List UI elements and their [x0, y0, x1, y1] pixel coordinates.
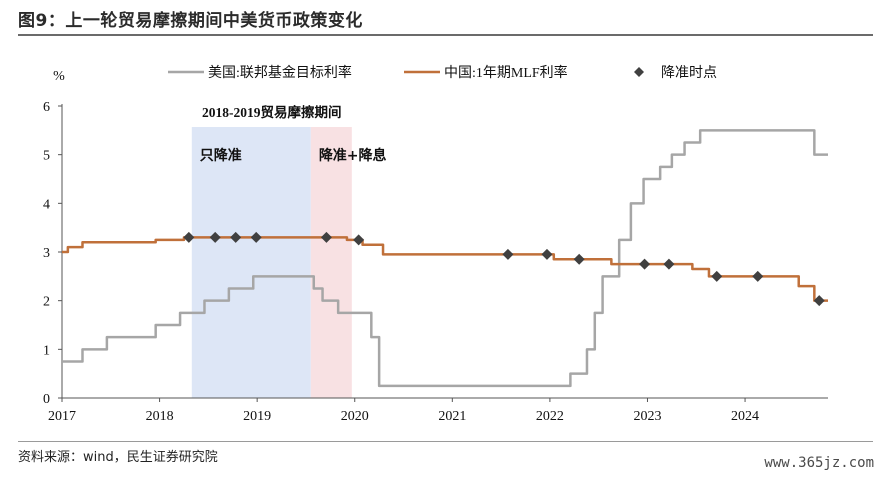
y-tick-label: 6 [43, 100, 50, 115]
legend-marker-rrr [634, 67, 644, 77]
shaded-period-label: 降准+降息 [319, 147, 387, 164]
us-fed-funds-line [62, 129, 828, 388]
chart: 0 1 2 3 4 5 6% 2017 2018 2019 2020 2021 2022 2023 2024… [43, 64, 828, 424]
china-mlf-line [62, 236, 828, 302]
y-tick-label: 0 [43, 392, 50, 407]
period-annotation: 2018-2019贸易摩擦期间 [202, 104, 342, 120]
watermark: www.365jz.com [764, 455, 874, 471]
legend-label: 中国:1年期MLF利率 [444, 64, 568, 81]
source-note: 资料来源：wind，民生证券研究院 [18, 450, 218, 465]
y-tick-label: 3 [43, 246, 50, 261]
x-tick-label: 2019 [243, 409, 271, 424]
shaded-period-label: 只降准 [200, 147, 242, 164]
y-tick-label: 2 [43, 295, 50, 310]
figure-title: 图9：上一轮贸易摩擦期间中美货币政策变化 [18, 11, 363, 31]
rrr-cut-marker [502, 248, 514, 260]
footer-divider [18, 441, 873, 442]
rrr-cut-marker [752, 270, 764, 282]
x-tick-label: 2021 [438, 409, 466, 424]
x-tick-label: 2023 [633, 409, 661, 424]
rrr-cut-marker [183, 231, 195, 243]
rrr-cut-marker [320, 231, 332, 243]
x-tick-label: 2020 [341, 409, 369, 424]
rrr-cut-marker [711, 270, 723, 282]
x-tick-label: 2017 [48, 409, 76, 424]
rrr-cut-marker [813, 295, 825, 307]
rrr-cut-marker [209, 231, 221, 243]
shaded-period-1 [191, 127, 311, 398]
y-tick-label: 4 [43, 197, 50, 212]
title-divider [18, 34, 873, 36]
x-tick-label: 2024 [731, 409, 759, 424]
rrr-cut-marker [573, 253, 585, 265]
y-tick-label: 5 [43, 149, 50, 164]
rrr-cut-marker [250, 231, 262, 243]
legend-label: 美国:联邦基金目标利率 [208, 64, 352, 81]
x-tick-label: 2022 [536, 409, 564, 424]
legend-label: 降准时点 [661, 65, 717, 81]
rrr-cut-marker [230, 231, 242, 243]
rrr-cut-marker [541, 248, 553, 260]
shaded-period-2 [310, 127, 352, 398]
y-axis-label: % [53, 69, 65, 84]
x-tick-label: 2018 [146, 409, 174, 424]
rrr-cut-marker [663, 258, 675, 270]
rrr-cut-marker [353, 234, 365, 246]
rrr-cut-marker [639, 258, 651, 270]
y-tick-label: 1 [43, 343, 50, 358]
